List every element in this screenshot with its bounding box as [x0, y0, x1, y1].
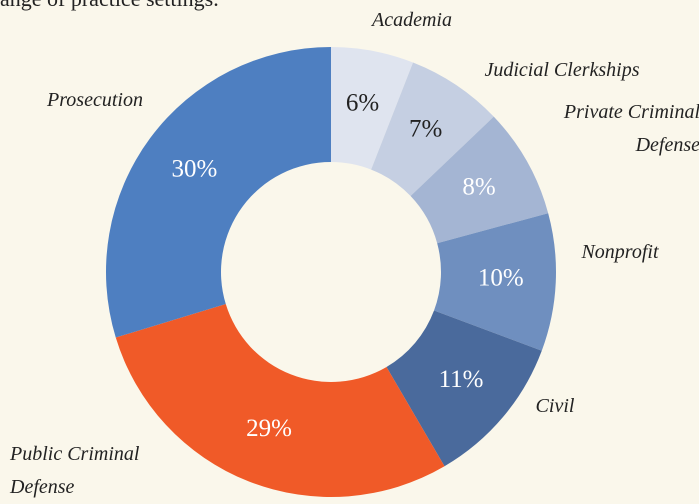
donut-slice — [331, 47, 414, 170]
category-label: Civil — [535, 395, 575, 417]
donut-slice — [434, 213, 556, 351]
donut-slice — [371, 62, 494, 197]
category-label: Prosecution — [47, 89, 143, 111]
value-label: 10% — [478, 265, 524, 292]
category-label: Public Criminal Defense — [10, 443, 140, 498]
value-label: 8% — [462, 173, 495, 200]
category-label: Academia — [372, 9, 452, 31]
donut-slice — [115, 304, 445, 498]
value-label: 29% — [246, 415, 292, 442]
donut-slice — [386, 310, 542, 467]
value-label: 7% — [409, 116, 442, 143]
category-label: Judicial Clerkships — [484, 59, 640, 81]
subtitle: ange of practice settings. — [0, 0, 219, 12]
category-label: Nonprofit — [581, 241, 659, 263]
donut-slice — [410, 116, 549, 244]
category-label: Private Criminal Defense — [563, 101, 699, 156]
value-label: 30% — [171, 156, 217, 183]
value-label: 6% — [346, 90, 379, 117]
donut-slice — [105, 47, 331, 338]
value-label: 11% — [439, 366, 484, 393]
